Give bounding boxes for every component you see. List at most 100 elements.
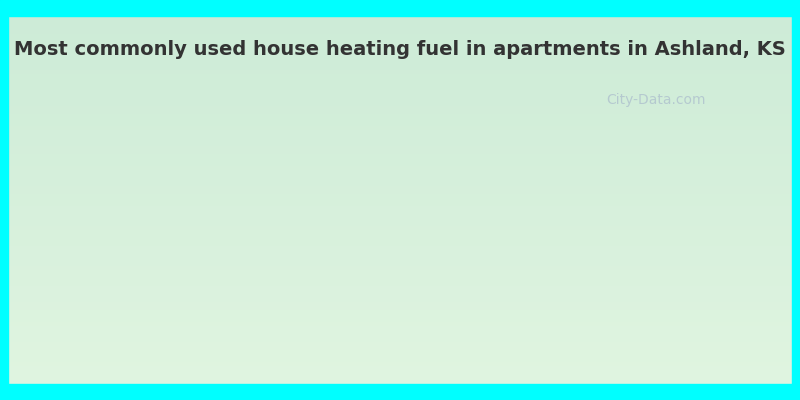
Bar (0, 244, 800, 248)
Bar (0, 60, 800, 64)
Bar (0, 184, 800, 188)
Bar (0, 260, 800, 264)
Bar (0, 252, 800, 256)
Bar (0, 288, 800, 292)
Bar (0, 256, 800, 260)
Bar (0, 352, 800, 356)
Bar (0, 384, 800, 400)
Bar (0, 236, 800, 240)
Bar (0, 132, 800, 136)
Bar (0, 264, 800, 268)
Bar (0, 396, 800, 400)
Bar (0, 220, 800, 224)
Bar (0, 0, 8, 400)
Bar (0, 328, 800, 332)
Bar (0, 332, 800, 336)
Bar (0, 324, 800, 328)
Bar (0, 152, 800, 156)
Bar (0, 88, 800, 92)
Bar (0, 392, 800, 396)
Bar (0, 148, 800, 152)
Bar (0, 384, 800, 388)
Bar (0, 188, 800, 192)
Bar (0, 108, 800, 112)
Bar (0, 12, 800, 16)
Text: Most commonly used house heating fuel in apartments in Ashland, KS: Most commonly used house heating fuel in… (14, 40, 786, 59)
Bar (0, 136, 800, 140)
Bar (0, 52, 800, 56)
Wedge shape (484, 188, 554, 207)
Bar (0, 80, 800, 84)
Bar (0, 372, 800, 376)
Bar (0, 8, 800, 12)
Bar (0, 176, 800, 180)
Bar (0, 164, 800, 168)
Bar (0, 172, 800, 176)
Bar (0, 320, 800, 324)
Bar (0, 28, 800, 32)
Bar (0, 20, 800, 24)
Bar (0, 348, 800, 352)
Bar (0, 248, 800, 252)
Bar (0, 344, 800, 348)
Bar (0, 48, 800, 52)
Wedge shape (246, 53, 447, 207)
Bar (0, 216, 800, 220)
Bar (0, 120, 800, 124)
Bar (0, 0, 800, 4)
Bar (0, 44, 800, 48)
Bar (0, 140, 800, 144)
Bar (0, 212, 800, 216)
Bar (0, 92, 800, 96)
Bar (0, 100, 800, 104)
Bar (0, 72, 800, 76)
Bar (0, 156, 800, 160)
Bar (0, 268, 800, 272)
Bar (0, 116, 800, 120)
Bar (0, 68, 800, 72)
Bar (0, 204, 800, 208)
Bar (0, 388, 800, 392)
Bar (0, 196, 800, 200)
Bar (0, 300, 800, 304)
Bar (0, 336, 800, 340)
Bar (0, 96, 800, 100)
Bar (0, 308, 800, 312)
Bar (0, 356, 800, 360)
Text: City-Data.com: City-Data.com (606, 93, 706, 107)
Bar (0, 144, 800, 148)
Legend: Utility gas, Electricity, Other: Utility gas, Electricity, Other (220, 353, 580, 381)
Bar (0, 36, 800, 40)
Bar (0, 368, 800, 372)
Bar (0, 40, 800, 44)
Bar (0, 364, 800, 368)
Bar (0, 76, 800, 80)
Bar (0, 160, 800, 164)
Bar (0, 84, 800, 88)
Bar (0, 64, 800, 68)
Bar (0, 360, 800, 364)
Bar (0, 340, 800, 344)
Bar (0, 280, 800, 284)
Bar (0, 276, 800, 280)
Bar (0, 312, 800, 316)
Bar (792, 0, 800, 400)
Bar (0, 284, 800, 288)
Bar (0, 104, 800, 108)
Bar (0, 32, 800, 36)
Bar (0, 232, 800, 236)
Wedge shape (426, 60, 553, 196)
Bar (0, 376, 800, 380)
Bar (0, 228, 800, 232)
Bar (0, 316, 800, 320)
Bar (0, 224, 800, 228)
Bar (0, 124, 800, 128)
Bar (0, 200, 800, 204)
Bar (0, 192, 800, 196)
Bar (0, 56, 800, 60)
Bar (0, 112, 800, 116)
Bar (0, 296, 800, 300)
Bar (0, 380, 800, 384)
Bar (0, 240, 800, 244)
Bar (0, 128, 800, 132)
